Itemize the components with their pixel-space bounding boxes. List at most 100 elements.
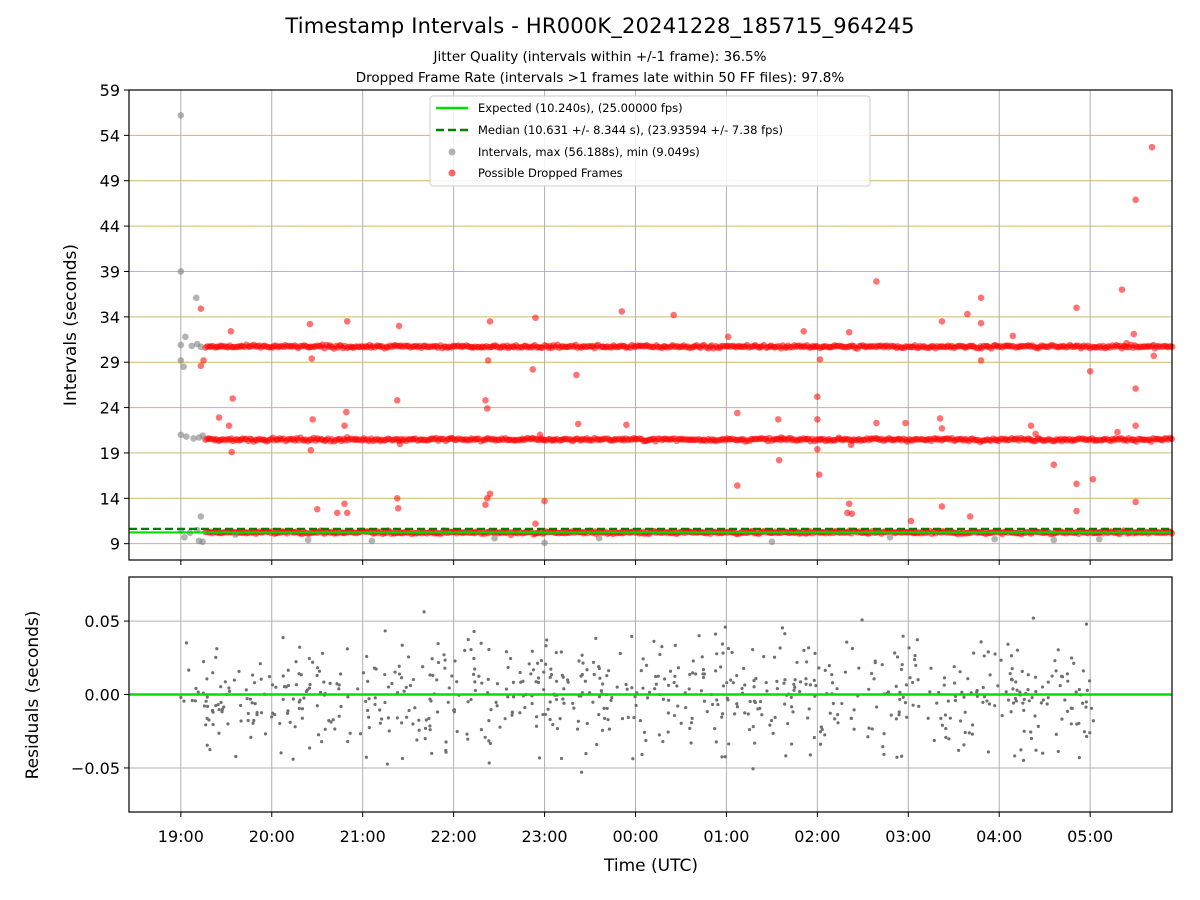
residual-point	[1082, 730, 1087, 734]
x-tick-label: 02:00	[794, 827, 840, 846]
residual-point	[725, 696, 729, 700]
residual-point	[660, 645, 664, 649]
residual-point	[576, 727, 580, 731]
residual-point	[597, 695, 602, 699]
residual-point	[216, 702, 220, 707]
residual-point	[805, 660, 809, 664]
residual-point	[366, 708, 370, 713]
residual-point	[916, 678, 920, 682]
residual-point	[205, 695, 209, 699]
residual-point	[1066, 679, 1070, 683]
residual-point	[1069, 722, 1073, 726]
residual-point	[740, 686, 744, 691]
residual-point	[830, 681, 835, 685]
interval-point	[182, 433, 190, 440]
legend-box	[429, 95, 871, 187]
residual-point	[689, 741, 693, 745]
residual-point	[889, 713, 893, 717]
dropped-frame-point	[936, 415, 944, 422]
residual-point	[633, 695, 637, 699]
residual-point	[428, 724, 432, 728]
residual-point	[966, 677, 970, 681]
residual-point	[508, 656, 513, 661]
residual-point	[339, 672, 343, 676]
legend-intervals-swatch	[448, 148, 456, 156]
residual-point	[356, 687, 360, 691]
residual-point	[1077, 687, 1081, 692]
residual-point	[430, 751, 434, 756]
legend-dropped-swatch	[448, 169, 456, 177]
residual-point	[845, 640, 849, 644]
residual-point	[1018, 690, 1022, 694]
residual-point	[1030, 696, 1034, 700]
residual-point	[423, 737, 427, 741]
residual-point	[473, 680, 477, 684]
residual-point	[315, 673, 319, 678]
dropped-frame-point	[484, 357, 492, 364]
residual-point	[956, 748, 961, 753]
residual-point	[534, 724, 539, 728]
dropped-frame-point	[938, 318, 946, 325]
residual-point	[534, 680, 538, 684]
dropped-frame-point	[393, 397, 401, 404]
residual-point	[315, 666, 320, 670]
residual-point	[908, 676, 912, 680]
residual-point	[721, 712, 725, 716]
residual-point	[323, 727, 327, 731]
residual-point	[339, 704, 343, 709]
residual-point	[903, 701, 908, 705]
dropped-frame-point	[873, 278, 880, 285]
residual-point	[393, 670, 397, 674]
residual-point	[1084, 705, 1088, 709]
dropped-frame-point	[343, 318, 351, 325]
dropped-frame-point	[341, 500, 348, 508]
residual-point	[986, 750, 990, 754]
residual-point	[714, 740, 718, 744]
residual-point	[772, 655, 777, 659]
residual-point	[793, 678, 797, 682]
residual-point	[346, 695, 350, 699]
dropped-frame-point	[1089, 475, 1097, 483]
residual-point	[634, 703, 638, 708]
residual-point	[400, 756, 405, 761]
interval-point	[190, 435, 197, 442]
residual-point	[775, 686, 779, 691]
dropped-frame-point	[844, 509, 851, 517]
residual-point	[205, 704, 210, 709]
residual-point	[583, 679, 587, 683]
residual-point	[486, 677, 490, 681]
legend-median-label: Median (10.631 +/- 8.344 s), (23.93594 +…	[478, 123, 783, 137]
residual-point	[963, 730, 967, 735]
residual-point	[988, 673, 992, 677]
residual-point	[302, 696, 306, 700]
dropped-frame-point	[532, 314, 539, 322]
residual-point	[1011, 701, 1016, 705]
interval-point	[1050, 536, 1058, 544]
dropped-frame-point	[197, 305, 205, 312]
residual-point	[400, 643, 404, 647]
residual-point	[548, 675, 552, 679]
residual-point	[735, 705, 740, 709]
residual-point	[208, 748, 212, 752]
residual-point	[530, 702, 534, 706]
residual-point	[720, 755, 724, 759]
residual-point	[831, 701, 835, 706]
residual-point	[469, 648, 473, 652]
residual-point	[798, 690, 802, 694]
residual-point	[597, 666, 601, 671]
residual-point	[1063, 698, 1067, 702]
residual-point	[819, 725, 823, 729]
residual-point	[463, 648, 467, 653]
residuals-plot: −0.05 0.00 0.05 19:00 20:00 21:00 22:00 23:00 0…	[23, 576, 1173, 876]
residual-point	[960, 690, 964, 694]
residual-point	[551, 723, 555, 727]
residual-point	[905, 715, 909, 719]
residual-point	[579, 770, 584, 774]
residual-point	[982, 654, 986, 658]
interval-point	[177, 431, 185, 439]
residual-point	[768, 723, 772, 727]
residual-point	[465, 732, 469, 736]
residual-point	[190, 698, 194, 703]
residual-point	[253, 701, 257, 706]
